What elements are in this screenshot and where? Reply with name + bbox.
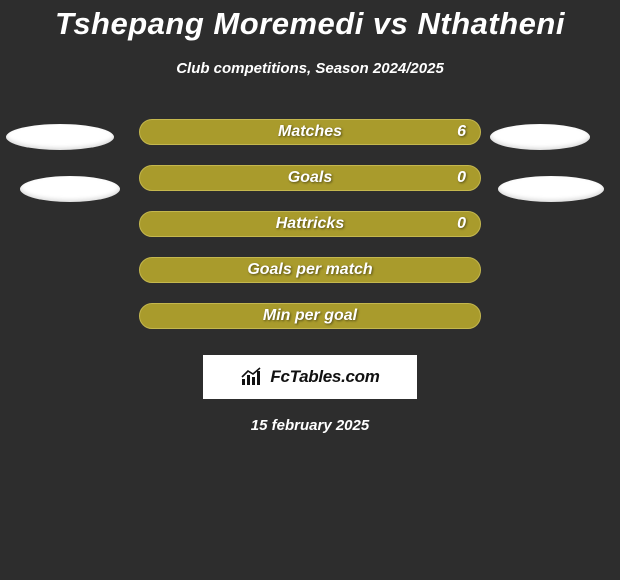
stat-row: Matches 6 [0, 119, 620, 145]
stat-row: Goals per match [0, 257, 620, 283]
stat-label: Goals [288, 169, 332, 187]
content-wrapper: Tshepang Moremedi vs Nthatheni Club comp… [0, 0, 620, 434]
brand-box: FcTables.com [203, 355, 417, 399]
stat-value-right: 0 [457, 169, 466, 187]
stat-bar-goals: Goals 0 [139, 165, 481, 191]
brand-text: FcTables.com [270, 367, 379, 387]
stat-label: Matches [278, 123, 342, 141]
stat-label: Goals per match [247, 261, 372, 279]
stat-row: Min per goal [0, 303, 620, 329]
stat-rows: Matches 6 Goals 0 Hattricks 0 Goals per … [0, 119, 620, 329]
stat-bar-min-per-goal: Min per goal [139, 303, 481, 329]
date-text: 15 february 2025 [0, 417, 620, 434]
stat-bar-hattricks: Hattricks 0 [139, 211, 481, 237]
stat-value-right: 6 [457, 123, 466, 141]
stat-value-right: 0 [457, 215, 466, 233]
brand-chart-icon [240, 367, 264, 387]
stat-bar-matches: Matches 6 [139, 119, 481, 145]
stat-bar-goals-per-match: Goals per match [139, 257, 481, 283]
page-subtitle: Club competitions, Season 2024/2025 [0, 60, 620, 77]
stat-label: Min per goal [263, 307, 357, 325]
stat-row: Goals 0 [0, 165, 620, 191]
stat-row: Hattricks 0 [0, 211, 620, 237]
page-title: Tshepang Moremedi vs Nthatheni [0, 6, 620, 42]
stat-label: Hattricks [276, 215, 344, 233]
